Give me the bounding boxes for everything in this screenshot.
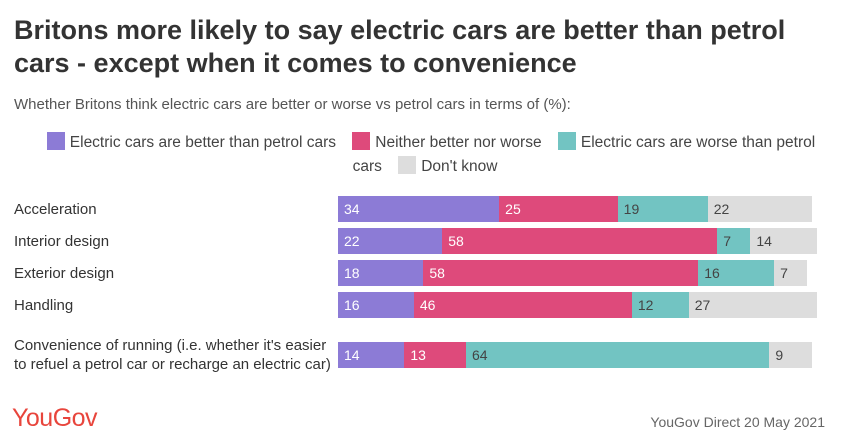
value-label: 16	[344, 297, 360, 313]
value-label: 14	[756, 233, 772, 249]
legend-swatch	[352, 132, 371, 150]
legend-label: Electric cars are worse than petrol cars	[352, 134, 816, 175]
bar-segment	[423, 260, 699, 286]
value-label: 12	[637, 297, 654, 313]
value-label: 22	[344, 233, 360, 249]
value-label: 7	[780, 265, 788, 281]
bar-segment	[338, 342, 405, 368]
legend-swatch	[46, 132, 65, 150]
value-label: 27	[694, 297, 711, 313]
logo: YouGov	[12, 404, 98, 432]
value-label: 16	[704, 265, 720, 281]
category-label: Convenience of running (i.e. whether it'…	[14, 337, 331, 373]
value-label: 22	[713, 201, 730, 217]
legend-label: Don't know	[421, 158, 498, 175]
bar-segment	[769, 342, 812, 368]
bar-segment	[413, 292, 632, 318]
bar-segment	[774, 260, 808, 286]
bar-segment	[631, 292, 689, 318]
bar-segment	[698, 260, 775, 286]
value-label: 18	[344, 265, 360, 281]
value-label: 58	[429, 265, 445, 281]
legend-swatch	[557, 132, 576, 150]
bar-segment	[338, 228, 443, 254]
category-label: Handling	[14, 296, 74, 314]
category-label: Acceleration	[14, 200, 97, 218]
bar-segment	[338, 196, 500, 222]
value-label: 9	[775, 347, 784, 363]
bar-segment	[707, 196, 812, 222]
bar-segment	[717, 228, 751, 254]
value-label: 34	[344, 201, 360, 217]
bar-segment	[617, 196, 708, 222]
bar-segment	[338, 292, 414, 318]
bar-segment	[404, 342, 466, 368]
value-label: 13	[410, 347, 426, 363]
legend: Electric cars are better than petrol car…	[20, 131, 830, 179]
value-label: 64	[471, 347, 488, 363]
value-label: 46	[419, 297, 436, 313]
bar-segment	[750, 228, 817, 254]
bar-segment	[338, 260, 424, 286]
value-label: 25	[505, 201, 521, 217]
bar-segment	[442, 228, 718, 254]
legend-swatch	[398, 156, 417, 174]
source: YouGov Direct 20 May 2021	[650, 414, 825, 430]
value-label: 58	[448, 233, 464, 249]
category-label: Exterior design	[14, 264, 115, 282]
bar-segment	[688, 292, 817, 318]
bar-segment	[499, 196, 618, 222]
chart-title: Britons more likely to say electric cars…	[14, 15, 786, 78]
legend-label: Neither better nor worse	[375, 134, 542, 151]
chart-subtitle: Whether Britons think electric cars are …	[14, 96, 571, 113]
bar-segment	[465, 342, 770, 368]
value-label: 14	[344, 347, 360, 363]
legend-label: Electric cars are better than petrol car…	[69, 134, 336, 151]
value-label: 19	[623, 201, 640, 217]
category-label: Interior design	[14, 232, 110, 250]
value-label: 7	[723, 233, 731, 249]
